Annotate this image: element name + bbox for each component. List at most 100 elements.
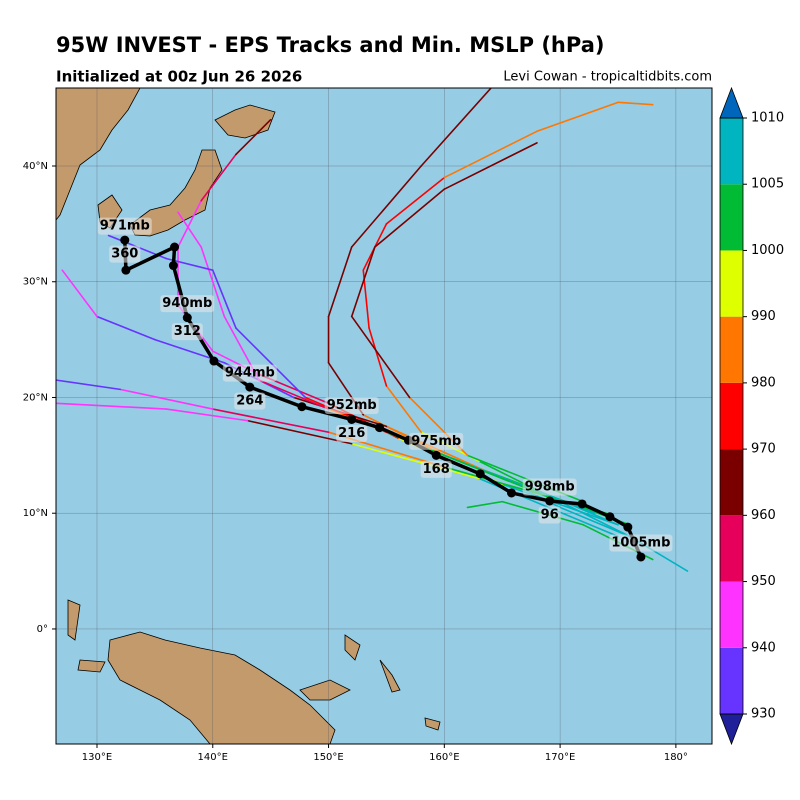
credit: Levi Cowan - tropicaltidbits.com <box>503 70 712 85</box>
colorbar-label: 990 <box>751 309 776 324</box>
ensemble-track-segment <box>350 442 480 480</box>
mean-track-point <box>506 488 516 498</box>
ensemble-track-segment <box>327 246 353 318</box>
hour-label: 264 <box>236 394 263 409</box>
label-background <box>109 245 141 263</box>
y-tick-label: 0° <box>37 624 48 635</box>
mean-track-point <box>209 356 219 366</box>
colorbar-under <box>719 713 744 746</box>
map-frame <box>55 87 713 745</box>
mean-track-point <box>636 552 646 562</box>
ensemble-track-segment <box>420 88 492 167</box>
label-background <box>538 506 561 524</box>
chart-subtitle: Initialized at 00z Jun 26 2026 <box>56 68 302 86</box>
ensemble-track-segment <box>177 199 202 248</box>
mean-track-point <box>347 414 357 424</box>
colorbar-segment <box>720 316 743 383</box>
ensemble-track-segment <box>559 506 631 538</box>
ensemble-track-segment <box>235 327 307 399</box>
label-background <box>234 392 266 410</box>
colorbar-segment <box>720 581 743 648</box>
mean-track-point <box>121 265 131 275</box>
colorbar-segment <box>720 382 743 450</box>
colorbar-segment <box>720 647 743 714</box>
mslp-label: 940mb <box>162 296 212 311</box>
y-tick-label: 40°N <box>23 161 48 172</box>
colorbar-segment <box>720 184 743 251</box>
mean-track-point <box>245 382 255 392</box>
ensemble-track-segment <box>350 165 422 248</box>
x-tick-label: 130°E <box>82 752 112 763</box>
mean-track-point <box>170 242 180 252</box>
ensemble-track-segment <box>96 315 156 341</box>
mean-track-point <box>182 313 192 323</box>
colorbar-label: 930 <box>751 707 776 722</box>
mean-track-point <box>374 423 384 433</box>
ensemble-track-segment <box>119 388 214 410</box>
ensemble-track-segment <box>200 153 237 202</box>
colorbar-label: 960 <box>751 508 776 523</box>
colorbar-segment <box>720 250 743 317</box>
ensemble-track-segment <box>56 379 121 391</box>
plot-layer <box>56 88 712 744</box>
ensemble-track-segment <box>246 419 353 445</box>
colorbar-label: 950 <box>751 574 776 589</box>
ensemble-track-segment <box>211 269 237 329</box>
ocean <box>56 88 712 744</box>
ensemble-track-segment <box>200 246 226 318</box>
ensemble-track-segment <box>350 246 376 318</box>
ensemble-track-segment <box>466 500 504 509</box>
mean-track-point <box>168 261 178 271</box>
mslp-label: 944mb <box>225 366 275 381</box>
ensemble-track-segment <box>617 101 654 106</box>
ensemble-track-segment <box>559 500 631 538</box>
ensemble-track-segment <box>177 211 202 248</box>
x-tick-label: 170°E <box>545 752 575 763</box>
ensemble-track-segment <box>501 483 619 526</box>
ensemble-track-segment <box>211 408 330 434</box>
colorbar-label: 940 <box>751 640 776 655</box>
hour-label: 168 <box>423 462 450 477</box>
colorbar-label: 980 <box>751 375 776 390</box>
x-tick-label: 180° <box>664 752 688 763</box>
y-tick-label: 30°N <box>23 277 48 288</box>
hour-label: 360 <box>111 247 138 262</box>
mean-track-point <box>545 496 555 506</box>
chart-title: 95W INVEST - EPS Tracks and Min. MSLP (h… <box>56 33 604 57</box>
label-background <box>409 432 464 450</box>
mslp-label: 975mb <box>411 434 461 449</box>
hour-label: 96 <box>541 507 559 522</box>
colorbar-segment <box>720 449 743 516</box>
mean-track-point <box>623 522 633 532</box>
x-tick-label: 150°E <box>313 752 343 763</box>
label-background <box>171 323 203 341</box>
label-background <box>336 424 368 442</box>
colorbar-over <box>719 86 744 119</box>
ensemble-track-segment <box>385 385 422 434</box>
y-tick-label: 10°N <box>23 508 48 519</box>
colorbar-label: 1000 <box>751 243 784 258</box>
label-background <box>222 364 277 382</box>
colorbar-label: 1010 <box>751 111 784 126</box>
x-tick-label: 160°E <box>429 752 459 763</box>
mean-track-point <box>120 235 130 245</box>
mean-track-point <box>475 469 485 479</box>
ensemble-track-segment <box>385 176 446 225</box>
ensemble-track-segment <box>374 188 446 248</box>
label-background <box>324 396 379 414</box>
ensemble-track-segment <box>258 379 330 410</box>
ensemble-track-segment <box>350 315 411 399</box>
mean-track-point <box>605 512 615 522</box>
mslp-label: 1005mb <box>611 535 670 550</box>
label-background <box>609 534 673 552</box>
ensemble-track-segment <box>536 101 619 133</box>
mean-track-point <box>577 499 587 509</box>
ensemble-track-segment <box>443 142 538 190</box>
colorbar-segment <box>720 118 743 185</box>
hour-label: 312 <box>174 324 201 339</box>
ensemble-track-segment <box>165 408 249 422</box>
colorbar-frame <box>719 117 744 715</box>
label-background <box>97 217 152 235</box>
ensemble-track-segment <box>235 118 272 156</box>
mean-track-point <box>297 402 307 412</box>
